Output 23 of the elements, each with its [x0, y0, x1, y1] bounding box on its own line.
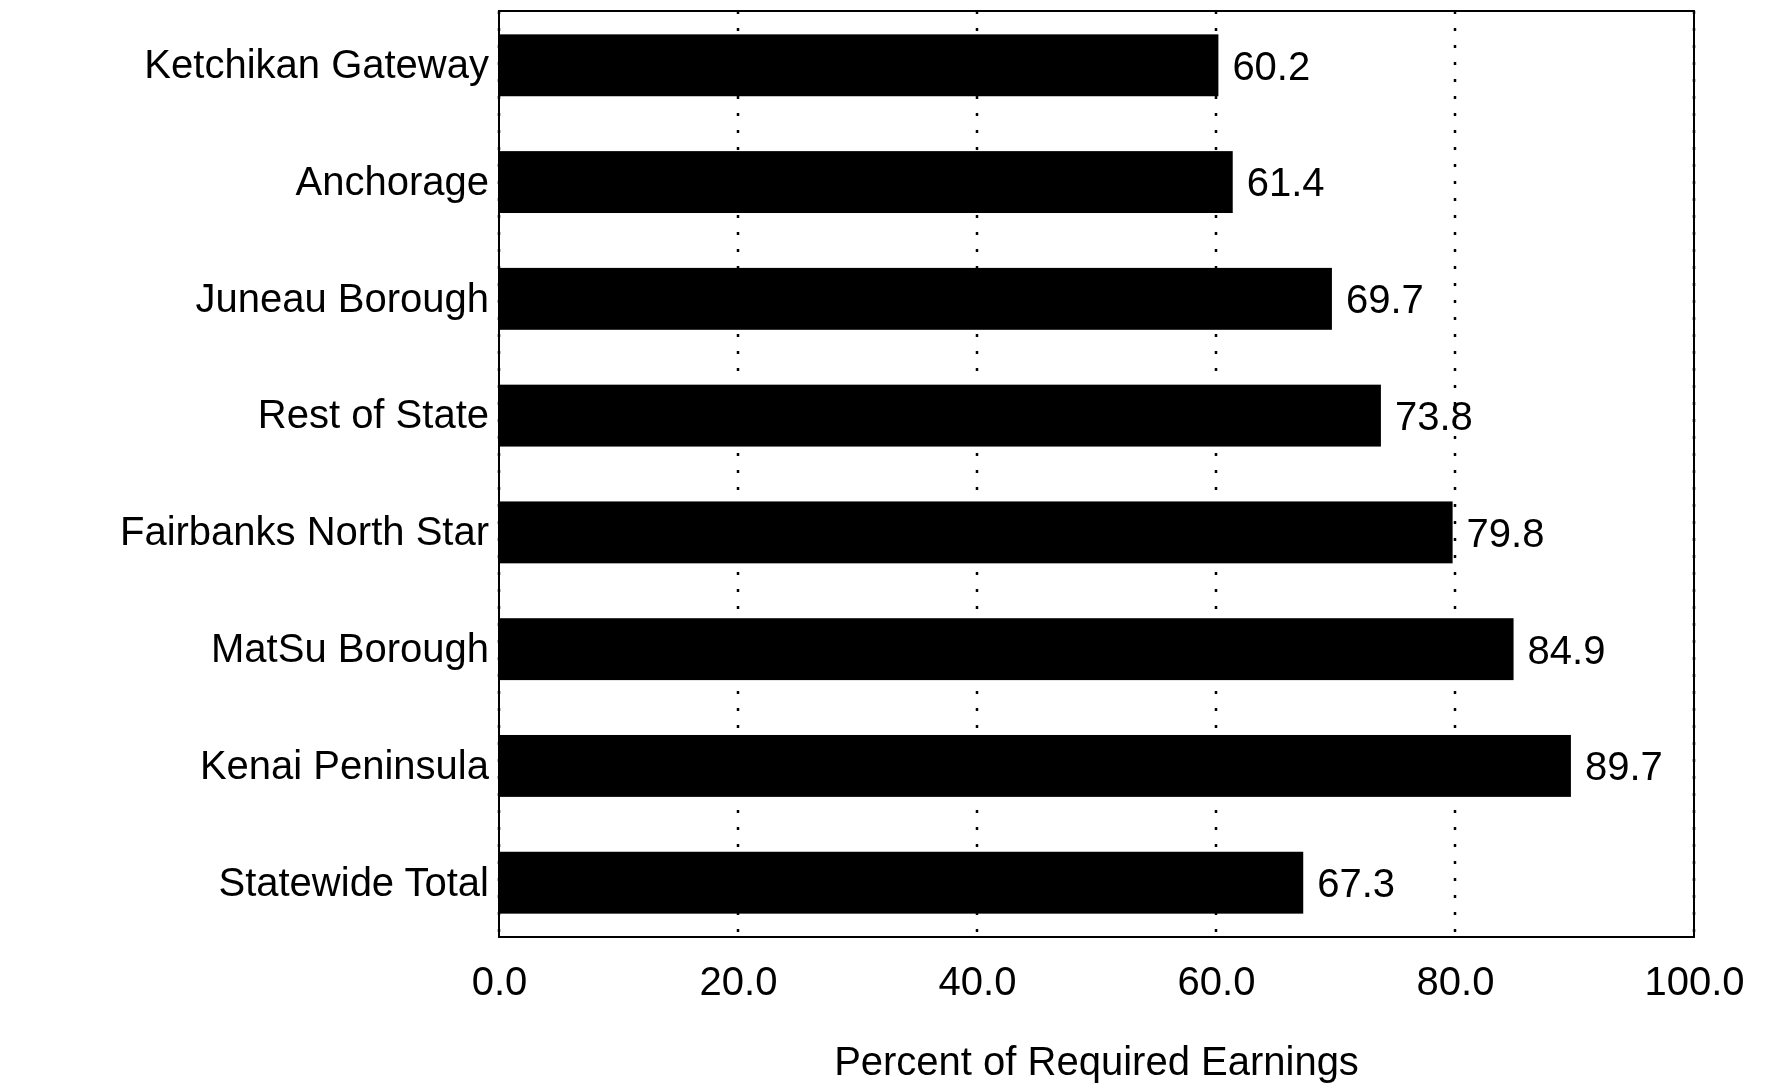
data-label: 84.9	[1527, 627, 1606, 672]
y-tick-label: Statewide Total	[218, 859, 489, 904]
y-tick-label: Anchorage	[295, 158, 489, 203]
x-tick-label: 40.0	[938, 959, 1017, 1004]
x-tick-label: 100.0	[1644, 959, 1745, 1004]
x-tick-label: 80.0	[1416, 959, 1495, 1004]
x-tick-label: 0.0	[471, 959, 528, 1004]
x-tick-label: 20.0	[699, 959, 778, 1004]
y-tick-label: Juneau Borough	[195, 275, 489, 320]
data-label: 61.4	[1246, 160, 1325, 205]
x-tick-label: 60.0	[1177, 959, 1256, 1004]
data-label: 89.7	[1584, 744, 1663, 789]
y-tick-label: MatSu Borough	[211, 625, 489, 670]
x-axis-title: Percent of Required Earnings	[834, 1039, 1359, 1083]
data-label: 73.8	[1394, 394, 1473, 439]
data-label: 69.7	[1345, 277, 1424, 322]
data-label: 79.8	[1466, 510, 1545, 555]
data-label: 67.3	[1317, 861, 1396, 906]
y-tick-label: Fairbanks North Star	[119, 509, 489, 554]
y-tick-label: Ketchikan Gateway	[144, 42, 489, 87]
data-label: 60.2	[1232, 43, 1311, 88]
y-tick-label: Rest of State	[257, 392, 489, 437]
y-tick-label: Kenai Peninsula	[199, 742, 490, 787]
